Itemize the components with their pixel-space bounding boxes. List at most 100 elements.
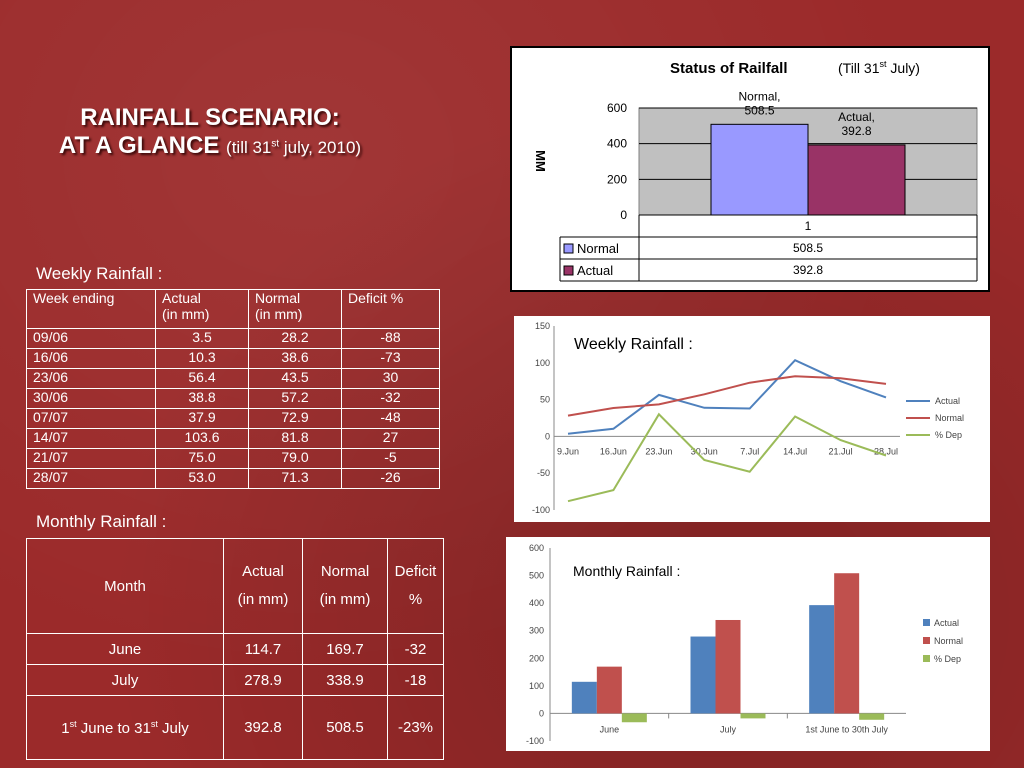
y-tick-label: 400 [529, 598, 544, 608]
x-tick-label: 21.Jul [829, 446, 853, 456]
x-tick-label: 7.Jul [740, 446, 759, 456]
week-cell: 07/07 [26, 408, 156, 429]
x-tick-label: July [720, 724, 737, 734]
title-date-pre: (till 31 [226, 138, 272, 157]
legend-label: % Dep [934, 654, 961, 664]
legend-label: Actual [934, 618, 959, 628]
weekly-rainfall-chart: -100 -50 0 50 100 150 9.Jun 16.Jun 23.Jun 30.Jun 7… [532, 321, 964, 515]
chart-title-paren: (Till 31st July) [838, 59, 920, 76]
header-deficit: Deficit % [341, 289, 440, 329]
header-normal-l2: (in mm) [255, 306, 303, 322]
y-tick-label: 150 [535, 321, 550, 331]
y-axis-label: MM [533, 150, 548, 172]
legend-label: Normal [935, 413, 964, 423]
weekly-row: 07/07 37.9 72.9 -48 [26, 408, 440, 429]
y-tick-label: 400 [607, 137, 627, 151]
monthly-total-deficit: -23% [387, 695, 444, 760]
table-value: 508.5 [793, 241, 823, 255]
weekly-row: 28/07 53.0 71.3 -26 [26, 468, 440, 489]
category-label: 1 [805, 219, 812, 233]
status-chart-frame: Status of Railfall (Till 31st July) 0 200 40… [510, 46, 990, 292]
y-tick-label: 600 [607, 101, 627, 115]
weekly-row: 09/06 3.5 28.2 -88 [26, 328, 440, 349]
y-tick-label: 0 [545, 431, 550, 441]
legend-key [923, 637, 930, 644]
title-paren-pre: (Till 31 [838, 60, 880, 76]
chart-title: Status of Railfall [670, 60, 788, 77]
x-tick-label: 28.Jul [874, 446, 898, 456]
weekly-table-header: Week ending Actual (in mm) Normal (in mm) … [26, 289, 440, 329]
bar-actual [690, 636, 716, 714]
bar-normal [715, 619, 741, 714]
deficit-cell: -26 [341, 468, 440, 489]
y-tick-label: -100 [526, 736, 544, 746]
title-line2: AT A GLANCE (till 31st july, 2010) [0, 132, 420, 160]
bar-dep [621, 713, 647, 723]
monthly-table-header: Month Actual (in mm) Normal (in mm) Defici… [26, 538, 444, 634]
x-tick-label: 23.Jun [645, 446, 672, 456]
header-monthly-actual: Actual (in mm) [223, 538, 303, 634]
weekly-table: Week ending Actual (in mm) Normal (in mm) … [26, 289, 440, 489]
header-actual: Actual (in mm) [155, 289, 249, 329]
x-tick-label: June [600, 724, 620, 734]
y-tick-label: 300 [529, 626, 544, 636]
normal-cell: 38.6 [248, 348, 342, 369]
week-cell: 14/07 [26, 428, 156, 449]
x-tick-label: 30.Jun [691, 446, 718, 456]
monthly-cell-deficit: -32 [387, 633, 444, 665]
monthly-total-actual: 392.8 [223, 695, 303, 760]
title-date-post: july, 2010) [279, 138, 362, 157]
legend-label: Actual [577, 263, 613, 278]
actual-cell: 75.0 [155, 448, 249, 469]
monthly-cell-deficit: -18 [387, 664, 444, 696]
week-cell: 30/06 [26, 388, 156, 409]
normal-cell: 71.3 [248, 468, 342, 489]
weekly-row: 14/07 103.6 81.8 27 [26, 428, 440, 449]
actual-cell: 37.9 [155, 408, 249, 429]
legend-label: Normal [934, 636, 963, 646]
actual-cell: 38.8 [155, 388, 249, 409]
y-tick-label: 0 [620, 208, 627, 222]
data-label: Actual, [838, 110, 875, 124]
bar-actual [809, 605, 835, 714]
monthly-cell-normal: 169.7 [302, 633, 388, 665]
legend-key-actual [563, 265, 574, 276]
data-label: 508.5 [744, 103, 774, 117]
monthly-row: June 114.7 169.7 -32 [26, 633, 444, 665]
legend-label: Actual [935, 396, 960, 406]
monthly-rainfall-label: Monthly Rainfall : [36, 512, 167, 531]
legend-key [923, 619, 930, 626]
monthly-chart-frame: -100 0 100 200 300 400 500 600 June July 1st June … [506, 537, 990, 751]
normal-cell: 28.2 [248, 328, 342, 349]
normal-cell: 72.9 [248, 408, 342, 429]
monthly-table: Month Actual (in mm) Normal (in mm) Defici… [26, 538, 444, 760]
weekly-row: 23/06 56.4 43.5 30 [26, 368, 440, 389]
header-monthly-actual-l2: (in mm) [237, 591, 289, 608]
actual-cell: 53.0 [155, 468, 249, 489]
legend-key [923, 655, 930, 662]
y-tick-label: 100 [529, 681, 544, 691]
bar-dep [740, 713, 766, 719]
title-paren-post: July) [887, 60, 920, 76]
weekly-chart-frame: -100 -50 0 50 100 150 9.Jun 16.Jun 23.Jun 30.Jun 7… [514, 316, 990, 522]
actual-cell: 103.6 [155, 428, 249, 449]
data-label: 392.8 [841, 124, 871, 138]
monthly-total-row: 1st June to 31st July 392.8 508.5 -23% [26, 695, 444, 760]
weekly-row: 21/07 75.0 79.0 -5 [26, 448, 440, 469]
total-post: July [157, 719, 189, 737]
monthly-rainfall-chart: -100 0 100 200 300 400 500 600 June July 1st June … [526, 543, 963, 746]
total-mid: June to 31 [76, 719, 151, 737]
bar-dep [859, 713, 885, 720]
bar-normal [596, 666, 622, 714]
header-monthly-deficit: Deficit% [387, 538, 444, 634]
bar-actual [807, 144, 906, 216]
y-tick-label: 0 [539, 708, 544, 718]
bar-actual [571, 681, 597, 714]
normal-cell: 43.5 [248, 368, 342, 389]
deficit-cell: -32 [341, 388, 440, 409]
series-line-actual [567, 358, 887, 435]
week-cell: 16/06 [26, 348, 156, 369]
header-monthly-normal-l1: Normal [320, 563, 370, 580]
x-tick-label: 14.Jul [783, 446, 807, 456]
y-tick-label: -50 [537, 468, 550, 478]
